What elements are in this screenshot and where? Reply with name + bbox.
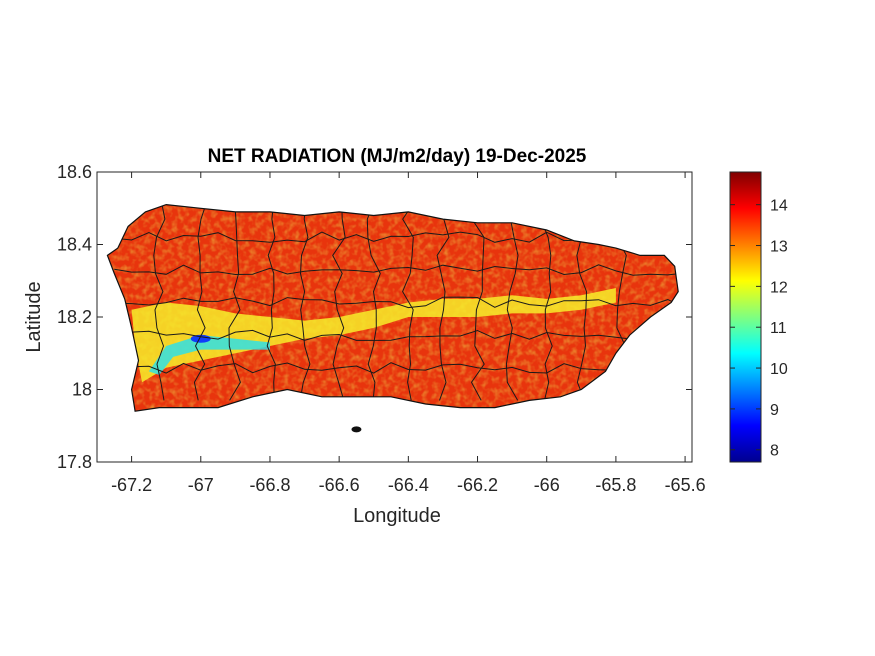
x-tick-label: -66.4	[388, 475, 429, 495]
colorbar-tick-label: 9	[770, 402, 779, 419]
x-tick-label: -66.2	[457, 475, 498, 495]
x-tick-label: -66	[534, 475, 560, 495]
low-radiation-band	[148, 335, 270, 375]
municipality-border	[402, 204, 416, 401]
municipality-border	[299, 204, 311, 401]
x-tick-label: -65.8	[595, 475, 636, 495]
y-tick-label: 18.4	[57, 235, 92, 255]
radiation-map	[107, 204, 679, 412]
y-axis-label: Latitude	[23, 281, 45, 352]
x-axis-label: Longitude	[353, 505, 441, 527]
municipality-border	[114, 264, 679, 276]
colorbar-tick-label: 13	[770, 239, 788, 256]
chart-title: NET RADIATION (MJ/m2/day) 19-Dec-2025	[208, 146, 587, 167]
colorbar-tick-label: 10	[770, 361, 788, 378]
municipality-border	[470, 204, 485, 401]
colorbar-tick-label: 12	[770, 279, 788, 296]
x-tick-label: -66.8	[249, 475, 290, 495]
municipality-border	[114, 296, 679, 309]
colorbar-tick-label: 8	[770, 443, 779, 460]
x-tick-label: -67.2	[111, 475, 152, 495]
municipality-border	[228, 204, 241, 401]
minimum-radiation-spot	[190, 334, 211, 343]
municipality-border	[366, 204, 381, 401]
y-tick-label: 17.8	[57, 452, 92, 472]
municipality-border	[114, 362, 679, 374]
municipality-border	[114, 329, 679, 341]
municipality-border	[504, 204, 519, 401]
y-axis: 18.6 18.4 18.2 18 17.8	[57, 162, 692, 472]
x-tick-label: -65.6	[665, 475, 706, 495]
y-tick-label: 18	[72, 380, 92, 400]
municipality-border	[153, 204, 166, 401]
colorbar-tick-label: 14	[770, 198, 788, 215]
y-tick-label: 18.6	[57, 162, 92, 182]
municipality-border	[266, 204, 276, 401]
colorbar-axis: 8 9 10 11 12 13 14	[730, 198, 788, 460]
x-tick-label: -67	[188, 475, 214, 495]
x-axis: -67.2 -67 -66.8 -66.6 -66.4 -66.2 -66 -65.8 -65.…	[111, 172, 706, 495]
island-caja-de-muertos	[351, 426, 362, 433]
municipality-borders	[114, 204, 679, 401]
moderate-radiation-band	[131, 288, 616, 383]
colorbar-tick-label: 11	[770, 320, 787, 337]
municipality-border	[332, 204, 346, 401]
municipality-border	[540, 204, 553, 401]
x-tick-label: -66.6	[319, 475, 360, 495]
y-tick-label: 18.2	[57, 307, 92, 327]
colorbar	[729, 171, 762, 463]
coastline	[106, 203, 679, 412]
